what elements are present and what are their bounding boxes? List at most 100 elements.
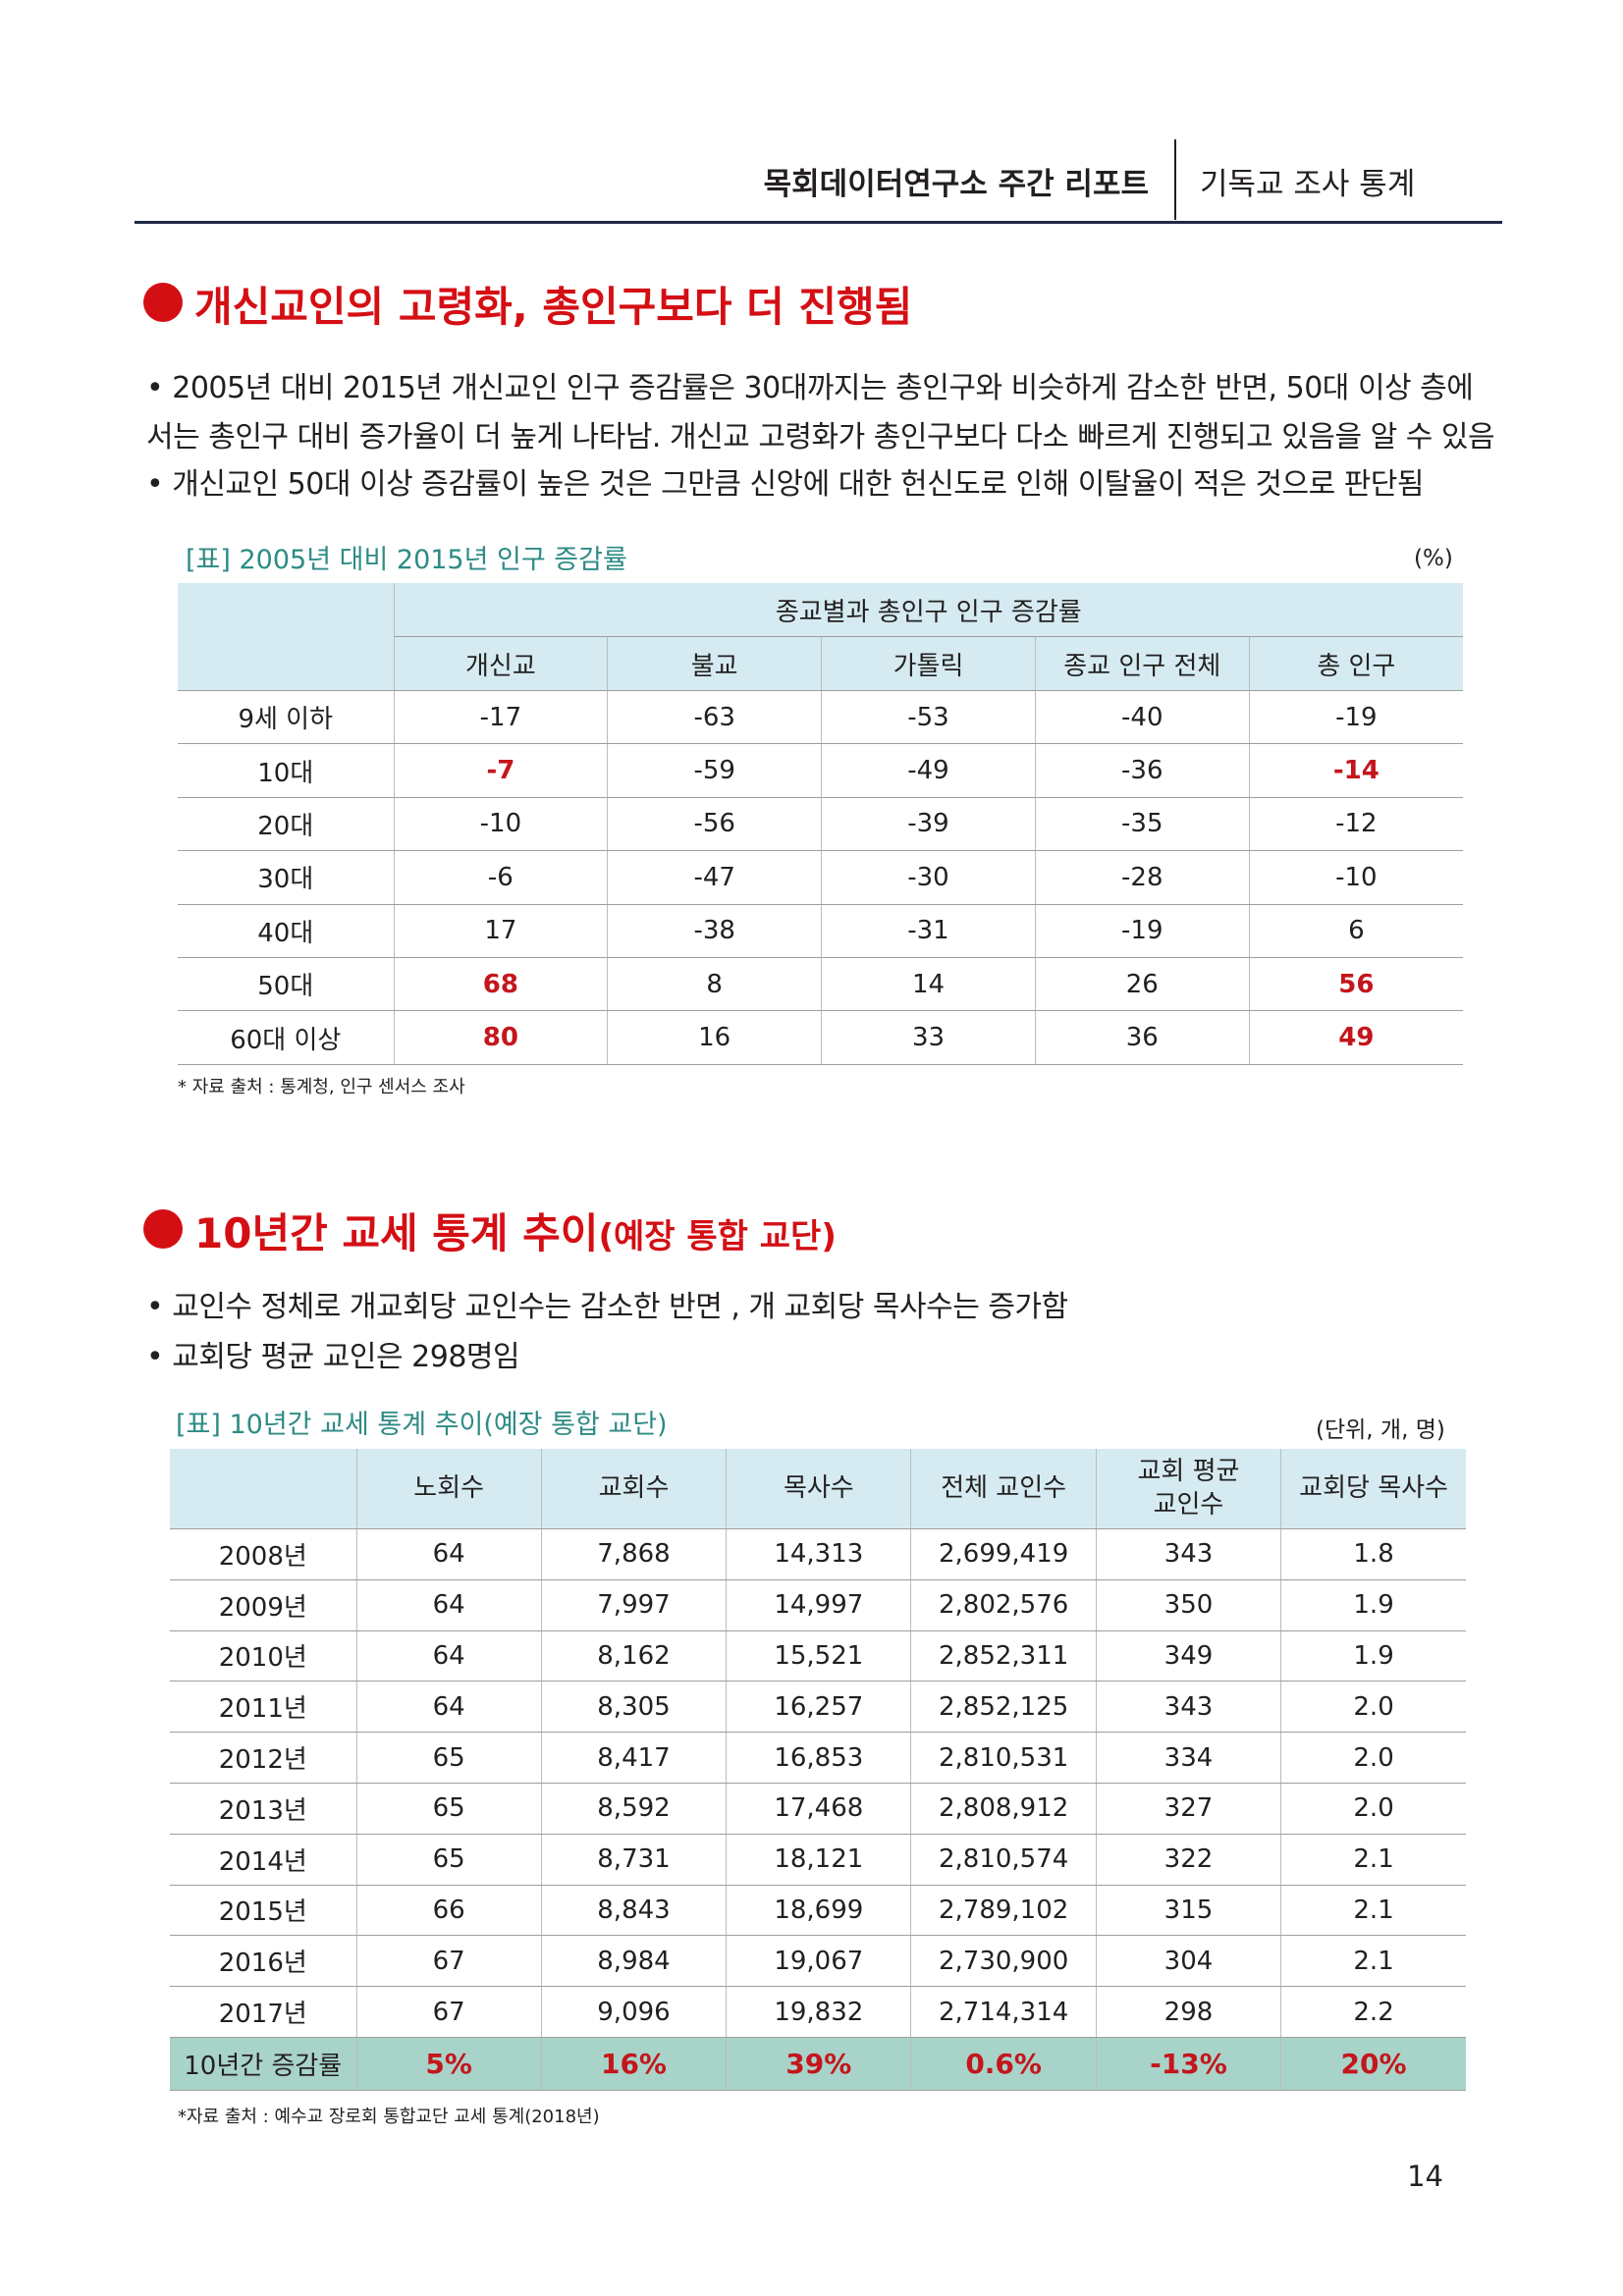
- table-cell: 1.8: [1280, 1528, 1466, 1580]
- section2-title: 10년간 교세 통계 추이(예장 통합 교단): [194, 1201, 837, 1260]
- table-cell: 7,997: [540, 1579, 727, 1631]
- table-cell: 2.0: [1280, 1732, 1466, 1784]
- table-cell: 8,417: [540, 1732, 727, 1784]
- total-cell: 0.6%: [910, 2037, 1097, 2091]
- table-row: 30대 -6 -47 -30 -28 -10: [178, 850, 1463, 905]
- table-cell: -17: [393, 690, 608, 745]
- row-label: 2011년: [170, 1681, 356, 1734]
- table-cell: 2,810,574: [910, 1834, 1097, 1886]
- total-row: 10년간 증감률 5% 16% 39% 0.6% -13% 20%: [170, 2037, 1466, 2091]
- table-cell: 298: [1095, 1986, 1281, 2038]
- table2-column-header: 노회수: [355, 1449, 542, 1529]
- table-cell: 2,699,419: [910, 1528, 1097, 1580]
- table-row: 2017년 67 9,096 19,832 2,714,314 298 2.2: [170, 1986, 1466, 2038]
- table1-group-header: 종교별과 총인구 인구 증감률: [393, 583, 1463, 637]
- table-cell: -12: [1248, 797, 1463, 852]
- table-cell: 2,810,531: [910, 1732, 1097, 1784]
- table-cell: -6: [393, 850, 608, 905]
- row-label: 2015년: [170, 1885, 356, 1937]
- table-cell: 2,802,576: [910, 1579, 1097, 1631]
- section1-bullet-2: • 개신교인 50대 이상 증감률이 높은 것은 그만큼 신앙에 대한 헌신도로…: [146, 467, 1425, 502]
- table-cell: 14: [821, 957, 1036, 1012]
- table-cell: 64: [355, 1579, 542, 1631]
- table-cell: 9,096: [540, 1986, 727, 2038]
- table-cell: 2.2: [1280, 1986, 1466, 2038]
- table-cell: 8,984: [540, 1935, 727, 1988]
- table-row: 2010년 64 8,162 15,521 2,852,311 349 1.9: [170, 1630, 1466, 1682]
- table-cell: 17: [393, 904, 608, 958]
- table-row: 2015년 66 8,843 18,699 2,789,102 315 2.1: [170, 1885, 1466, 1937]
- table-cell: 68: [393, 957, 608, 1012]
- table-cell: 343: [1095, 1681, 1281, 1734]
- table-cell: 19,067: [726, 1935, 911, 1988]
- table-cell: 67: [355, 1986, 542, 2038]
- section1-title: 개신교인의 고령화, 총인구보다 더 진행됨: [194, 283, 913, 331]
- table-cell: -38: [607, 904, 822, 958]
- table-cell: 8,162: [540, 1630, 727, 1682]
- table-cell: 2,852,125: [910, 1681, 1097, 1734]
- table-row: 60대 이상 80 16 33 36 49: [178, 1010, 1463, 1065]
- table-cell: 2.0: [1280, 1783, 1466, 1835]
- table-cell: -36: [1034, 743, 1250, 798]
- table-cell: 327: [1095, 1783, 1281, 1835]
- table-cell: 350: [1095, 1579, 1281, 1631]
- table2-column-header: 교회당 목사수: [1280, 1449, 1466, 1529]
- table-cell: 2,714,314: [910, 1986, 1097, 2038]
- report-topic: 기독교 조사 통계: [1200, 167, 1416, 202]
- table2-corner-cell: [170, 1449, 356, 1529]
- table-cell: 65: [355, 1732, 542, 1784]
- table-cell: 16: [607, 1010, 822, 1065]
- section2-bullet-2: • 교회당 평균 교인은 298명임: [146, 1340, 520, 1374]
- table-cell: 1.9: [1280, 1630, 1466, 1682]
- section-bullet-icon: [143, 1209, 183, 1249]
- table-cell: -28: [1034, 850, 1250, 905]
- table-cell: -49: [821, 743, 1036, 798]
- population-change-table: 종교별과 총인구 인구 증감률 개신교 불교 가톨릭 종교 인구 전체 총 인구 9세 …: [178, 583, 1463, 1065]
- section2-bullet-1: • 교인수 정체로 개교회당 교인수는 감소한 반면 , 개 교회당 목사수는 …: [146, 1290, 1068, 1324]
- table-cell: 8,592: [540, 1783, 727, 1835]
- table-row: 20대 -10 -56 -39 -35 -12: [178, 797, 1463, 852]
- table-cell: 349: [1095, 1630, 1281, 1682]
- total-cell: 20%: [1280, 2037, 1466, 2091]
- table-cell: 18,121: [726, 1834, 911, 1886]
- table-cell: -7: [393, 743, 608, 798]
- section1-bullet-1-cont: 서는 총인구 대비 증가율이 더 높게 나타남. 개신교 고령화가 총인구보다 …: [146, 420, 1495, 454]
- table-cell: -63: [607, 690, 822, 745]
- row-label: 2010년: [170, 1630, 356, 1682]
- table-cell: 8,305: [540, 1681, 727, 1734]
- table-cell: 16,853: [726, 1732, 911, 1784]
- row-label: 2009년: [170, 1579, 356, 1631]
- table-cell: -19: [1034, 904, 1250, 958]
- table2-source: *자료 출처 : 예수교 장로회 통합교단 교세 통계(2018년): [178, 2107, 600, 2127]
- table1-column-header: 총 인구: [1248, 636, 1463, 691]
- table-cell: 64: [355, 1528, 542, 1580]
- table1-column-header: 가톨릭: [821, 636, 1036, 691]
- table-row: 50대 68 8 14 26 56: [178, 957, 1463, 1012]
- page-number: 14: [1407, 2160, 1443, 2193]
- table-row: 2012년 65 8,417 16,853 2,810,531 334 2.0: [170, 1732, 1466, 1784]
- table-cell: 343: [1095, 1528, 1281, 1580]
- table-cell: 2.1: [1280, 1935, 1466, 1988]
- table-cell: 315: [1095, 1885, 1281, 1937]
- table-cell: -30: [821, 850, 1036, 905]
- table-row: 10대 -7 -59 -49 -36 -14: [178, 743, 1463, 798]
- table2-column-header: 교회수: [540, 1449, 727, 1529]
- table-row: 2014년 65 8,731 18,121 2,810,574 322 2.1: [170, 1834, 1466, 1886]
- table-cell: 19,832: [726, 1986, 911, 2038]
- table-cell: -19: [1248, 690, 1463, 745]
- row-label: 2013년: [170, 1783, 356, 1835]
- row-label: 20대: [178, 797, 394, 852]
- section2-title-sub: (예장 통합 교단): [598, 1217, 837, 1256]
- table2-unit: (단위, 개, 명): [1316, 1417, 1445, 1443]
- header-divider: [1174, 139, 1176, 220]
- table-cell: -31: [821, 904, 1036, 958]
- table-cell: 26: [1034, 957, 1250, 1012]
- table-cell: 64: [355, 1630, 542, 1682]
- row-label: 10대: [178, 743, 394, 798]
- total-cell: 5%: [355, 2037, 542, 2091]
- section-bullet-icon: [143, 283, 183, 322]
- table-cell: 7,868: [540, 1528, 727, 1580]
- table-cell: 2.1: [1280, 1834, 1466, 1886]
- table-row: 2011년 64 8,305 16,257 2,852,125 343 2.0: [170, 1681, 1466, 1734]
- table-cell: 2,808,912: [910, 1783, 1097, 1835]
